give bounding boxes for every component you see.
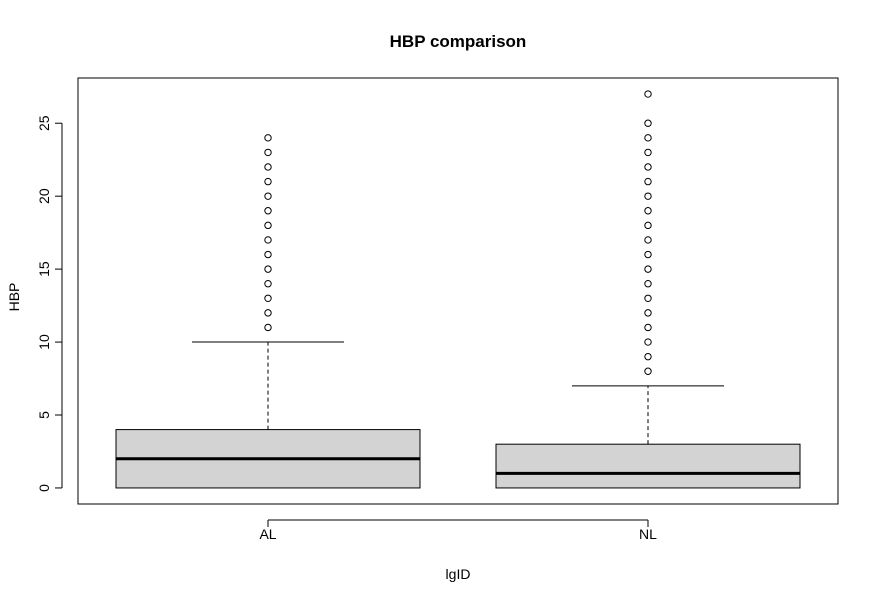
outlier-point <box>644 221 652 230</box>
y-tick-label: 10 <box>36 334 52 350</box>
outlier-point <box>644 367 652 375</box>
outlier-point <box>644 236 652 244</box>
outlier-point <box>644 90 652 98</box>
outlier-point <box>264 250 272 259</box>
outlier-point <box>644 280 652 288</box>
outlier-point <box>644 148 652 157</box>
outlier-point <box>644 207 652 215</box>
y-tick-label: 0 <box>36 484 52 492</box>
y-tick-label: 25 <box>36 115 52 131</box>
x-tick-label: NL <box>639 526 657 542</box>
y-axis: 0 5 10 15 20 25 <box>36 115 63 492</box>
outlier-point <box>264 236 272 244</box>
y-axis-label: HBP <box>6 283 22 312</box>
outlier-point <box>644 338 652 346</box>
outlier-point <box>264 207 272 215</box>
box-body <box>495 443 801 489</box>
plot-frame <box>77 77 839 505</box>
outlier-point <box>264 280 272 288</box>
outlier-point <box>644 250 652 259</box>
y-tick-label: 5 <box>36 411 52 419</box>
box-al <box>115 134 421 489</box>
outlier-point <box>264 265 272 273</box>
outlier-point <box>644 192 652 200</box>
outlier-point <box>264 177 272 186</box>
outlier-point <box>264 148 272 157</box>
y-tick-label: 20 <box>36 188 52 204</box>
outlier-point <box>644 134 652 142</box>
x-axis: AL NL <box>259 519 657 542</box>
outlier-point <box>264 221 272 230</box>
outlier-point <box>644 309 652 317</box>
chart-title: HBP comparison <box>390 32 527 51</box>
outlier-point <box>264 163 272 171</box>
outlier-point <box>644 119 652 127</box>
outlier-point <box>644 294 652 302</box>
outlier-point <box>644 163 652 171</box>
outlier-point <box>264 192 272 200</box>
outlier-point <box>644 177 652 186</box>
outlier-point <box>264 134 272 142</box>
boxplot-series <box>115 90 801 489</box>
x-axis-label: lgID <box>446 566 471 582</box>
y-tick-label: 15 <box>36 261 52 277</box>
box-nl <box>495 90 801 489</box>
outlier-point <box>264 294 272 302</box>
outlier-point <box>264 323 272 332</box>
outlier-point <box>644 352 652 361</box>
outlier-point <box>264 309 272 317</box>
outlier-point <box>644 323 652 332</box>
outlier-point <box>644 265 652 273</box>
x-tick-label: AL <box>259 526 276 542</box>
